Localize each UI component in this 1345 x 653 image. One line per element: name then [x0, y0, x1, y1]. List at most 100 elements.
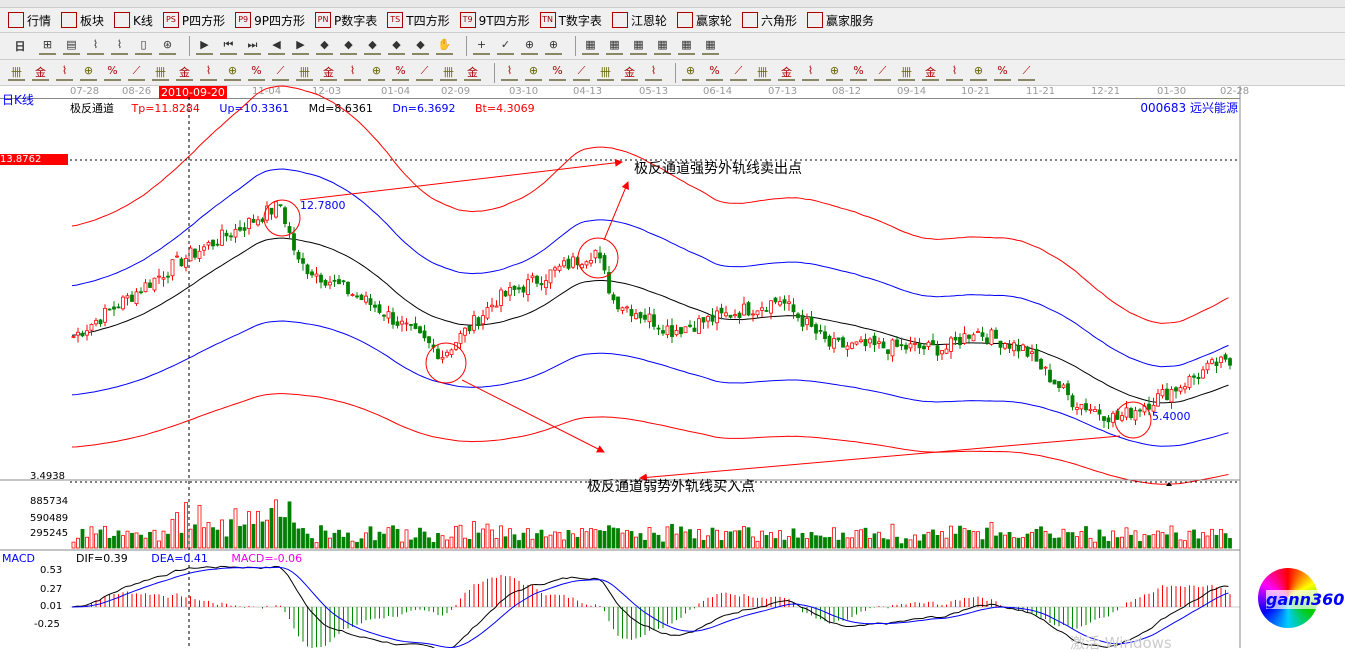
tool-8-icon[interactable]: ⏭ [244, 38, 261, 55]
macd-readout: DIF=0.39 DEA=0.41 MACD=-0.06 [76, 552, 302, 565]
tool-18-icon[interactable]: ✓ [497, 38, 514, 55]
menu-item-p9[interactable]: P9 9P四方形 [235, 12, 305, 29]
menu-item-t9[interactable]: T9 9T四方形 [459, 12, 530, 29]
tool-19-icon[interactable]: ⊕ [521, 38, 538, 55]
draw-tool-17-icon[interactable]: ⟋ [416, 64, 433, 81]
draw-tool-5-icon[interactable]: ⟋ [128, 64, 145, 81]
menu-item-winner-wheel[interactable]: 赢家轮 [676, 12, 732, 29]
tool-12-icon[interactable]: ◆ [340, 38, 357, 55]
draw-tool-13-icon[interactable]: 金 [320, 64, 337, 81]
menu-item-ts[interactable]: TS T四方形 [387, 12, 450, 29]
menu-item-grid[interactable]: 行情 [8, 12, 51, 29]
draw-tool-24-icon[interactable]: 卌 [597, 64, 614, 81]
candle [1066, 383, 1070, 396]
draw-tool-29-icon[interactable]: ⟋ [730, 64, 747, 81]
candle [1097, 409, 1102, 415]
tool-15-icon[interactable]: ◆ [412, 38, 429, 55]
draw-tool-6-icon[interactable]: 卌 [152, 64, 169, 81]
draw-tool-16-icon[interactable]: % [392, 64, 409, 81]
draw-tool-34-icon[interactable]: % [850, 64, 867, 81]
draw-tool-26-icon[interactable]: ⌇ [645, 64, 662, 81]
draw-tool-39-icon[interactable]: ⊕ [970, 64, 987, 81]
volume-bar [413, 537, 418, 549]
draw-tool-40-icon[interactable]: % [994, 64, 1011, 81]
menu-item-ps[interactable]: PS P四方形 [162, 12, 225, 29]
tool-24-icon[interactable]: ▦ [654, 38, 671, 55]
candle [994, 329, 998, 339]
tool-4-icon[interactable]: ▯ [135, 38, 152, 55]
draw-tool-32-icon[interactable]: ⌇ [802, 64, 819, 81]
tool-2-icon[interactable]: ⌇ [87, 38, 104, 55]
draw-tool-18-icon[interactable]: 卌 [440, 64, 457, 81]
tool-11-icon[interactable]: ◆ [316, 38, 333, 55]
candle [710, 314, 715, 322]
volume-bar [161, 530, 166, 549]
draw-tool-23-icon[interactable]: ⟋ [573, 64, 590, 81]
tool-5-icon[interactable]: ⊛ [159, 38, 176, 55]
draw-tool-25-icon[interactable]: 金 [621, 64, 638, 81]
menu-item-kline[interactable]: K线 [114, 12, 153, 29]
draw-tool-9-icon[interactable]: ⊕ [224, 64, 241, 81]
tool-6-icon[interactable]: ▶ [196, 38, 213, 55]
tool-21-icon[interactable]: ▦ [582, 38, 599, 55]
tool-0-icon[interactable]: ⊞ [39, 38, 56, 55]
draw-tool-36-icon[interactable]: 卌 [898, 64, 915, 81]
tool-10-icon[interactable]: ▶ [292, 38, 309, 55]
volume-bar [121, 535, 125, 549]
draw-tool-21-icon[interactable]: ⊕ [525, 64, 542, 81]
tool-13-icon[interactable]: ◆ [364, 38, 381, 55]
draw-tool-37-icon[interactable]: 金 [922, 64, 939, 81]
period-select[interactable]: 日 [14, 39, 26, 53]
tool-26-icon[interactable]: ▦ [702, 38, 719, 55]
volume-bar [701, 539, 706, 549]
menu-item-gann-wheel[interactable]: 江恩轮 [611, 12, 667, 29]
draw-tool-20-icon[interactable]: ⌇ [501, 64, 518, 81]
menu-item-dollar[interactable]: 赢家服务 [806, 12, 874, 29]
volume-bar [458, 524, 463, 549]
tool-7-icon[interactable]: ⏮ [220, 38, 237, 55]
tool-14-icon[interactable]: ◆ [388, 38, 405, 55]
volume-bar [103, 525, 107, 549]
draw-tool-27-icon[interactable]: ⊕ [682, 64, 699, 81]
menu-item-blocks[interactable]: 板块 [61, 12, 104, 29]
draw-tool-30-icon[interactable]: 卌 [754, 64, 771, 81]
draw-tool-35-icon[interactable]: ⟋ [874, 64, 891, 81]
tool-9-icon[interactable]: ◀ [268, 38, 285, 55]
draw-tool-15-icon[interactable]: ⊕ [368, 64, 385, 81]
tool-20-icon[interactable]: ⊕ [545, 38, 562, 55]
draw-tool-31-icon[interactable]: 金 [778, 64, 795, 81]
draw-tool-22-icon[interactable]: % [549, 64, 566, 81]
draw-tool-7-icon[interactable]: 金 [176, 64, 193, 81]
menu-item-tn[interactable]: TN T数字表 [539, 12, 602, 29]
tool-16-icon[interactable]: ✋ [436, 38, 453, 55]
volume-bar [436, 532, 440, 549]
draw-tool-28-icon[interactable]: % [706, 64, 723, 81]
volume-bar [737, 530, 742, 549]
draw-tool-11-icon[interactable]: ⟋ [272, 64, 289, 81]
tool-1-icon[interactable]: ▤ [63, 38, 80, 55]
menu-item-pn[interactable]: PN P数字表 [315, 12, 377, 29]
draw-tool-19-icon[interactable]: 金 [464, 64, 481, 81]
volume-tick: 885734 [30, 496, 69, 507]
draw-tool-33-icon[interactable]: ⊕ [826, 64, 843, 81]
menu-item-hexagon[interactable]: 六角形 [741, 12, 797, 29]
draw-tool-12-icon[interactable]: 卌 [296, 64, 313, 81]
draw-tool-1-icon[interactable]: 金 [32, 64, 49, 81]
draw-tool-8-icon[interactable]: ⌇ [200, 64, 217, 81]
tool-22-icon[interactable]: ▦ [606, 38, 623, 55]
tool-23-icon[interactable]: ▦ [630, 38, 647, 55]
draw-tool-10-icon[interactable]: % [248, 64, 265, 81]
tool-25-icon[interactable]: ▦ [678, 38, 695, 55]
tool-17-icon[interactable]: + [473, 38, 490, 55]
draw-tool-41-icon[interactable]: ⟋ [1018, 64, 1035, 81]
tool-3-icon[interactable]: ⌇ [111, 38, 128, 55]
draw-tool-4-icon[interactable]: % [104, 64, 121, 81]
candle [112, 306, 116, 310]
draw-tool-3-icon[interactable]: ⊕ [80, 64, 97, 81]
draw-tool-0-icon[interactable]: 卌 [8, 64, 25, 81]
draw-tool-2-icon[interactable]: ⌇ [56, 64, 73, 81]
date-tick: 12-03 [312, 86, 342, 97]
draw-tool-14-icon[interactable]: ⌇ [344, 64, 361, 81]
draw-tool-38-icon[interactable]: ⌇ [946, 64, 963, 81]
